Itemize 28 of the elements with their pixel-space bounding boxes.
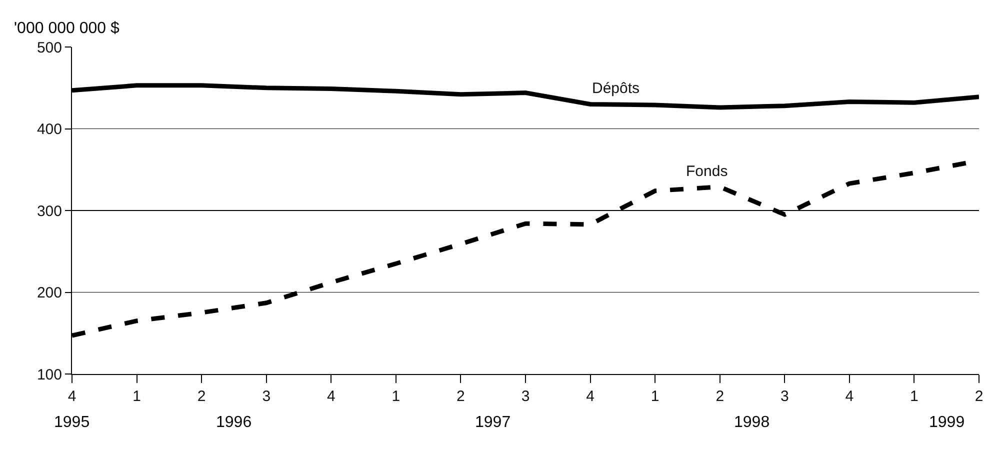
y-tick-label: 400 [36, 121, 62, 138]
text: 1998 [734, 414, 770, 431]
text: 1999 [929, 414, 965, 431]
x-tick-label: 2 [197, 388, 206, 405]
x-tick-label: 4 [68, 388, 76, 405]
text: 1996 [216, 414, 252, 431]
y-tick-label: 500 [36, 39, 62, 56]
x-tick-label: 4 [845, 388, 854, 405]
y-tick-label: 200 [36, 284, 62, 302]
x-tick-label: 1 [650, 388, 660, 405]
x-tick-label: 1 [910, 388, 918, 405]
y-tick-label: 100 [36, 366, 62, 384]
x-tick-label: 2 [974, 388, 984, 405]
y-tick-label: 300 [36, 202, 62, 220]
x-tick-label: 2 [716, 388, 724, 405]
series-label: Dépôts [592, 80, 640, 97]
text: 1995 [54, 414, 90, 431]
x-tick-label: 3 [262, 388, 271, 405]
x-tick-label: 4 [586, 388, 594, 405]
x-tick-label: 3 [521, 388, 530, 405]
y-axis-title: '000 000 000 $ [14, 20, 120, 37]
x-tick-label: 2 [456, 388, 465, 405]
x-tick-label: 1 [132, 388, 141, 405]
text: 1997 [475, 414, 511, 431]
x-tick-label: 4 [326, 388, 336, 405]
series-label: Fonds [686, 163, 728, 180]
x-tick-label: 1 [392, 388, 400, 405]
x-tick-label: 3 [780, 388, 789, 405]
